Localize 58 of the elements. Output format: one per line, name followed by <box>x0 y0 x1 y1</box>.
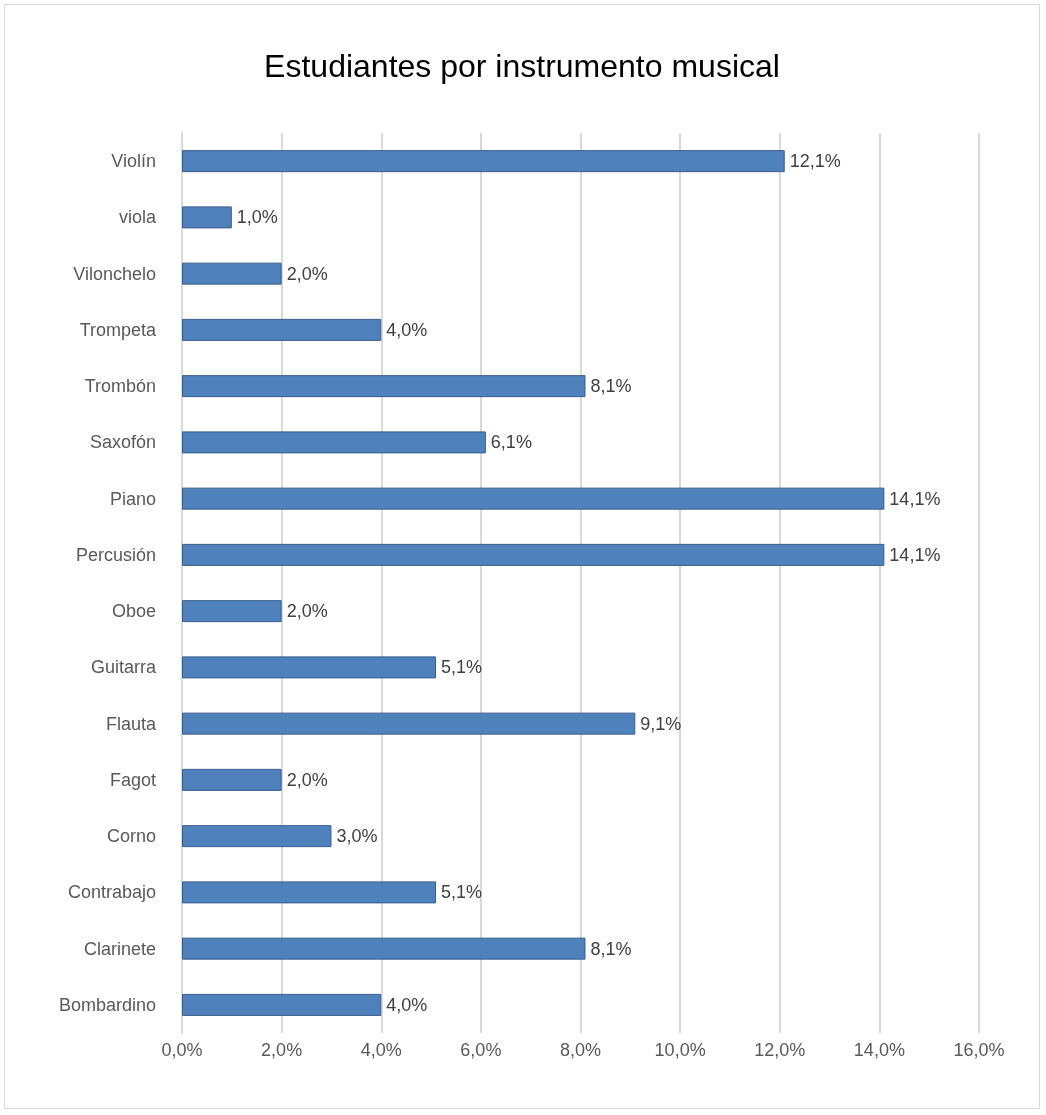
bar <box>182 825 332 848</box>
bar <box>182 993 382 1016</box>
y-tick-label: Oboe <box>111 601 156 622</box>
bar <box>182 150 785 173</box>
x-tick-label: 12,0% <box>754 1040 806 1060</box>
x-tick-label: 16,0% <box>953 1040 1005 1060</box>
x-tick-label: 6,0% <box>460 1040 502 1060</box>
data-label: 6,1% <box>490 432 532 453</box>
y-tick-label: Flauta <box>105 713 157 734</box>
y-tick-label: Contrabajo <box>67 882 156 903</box>
data-label: 1,0% <box>236 207 278 228</box>
y-tick-label: Guitarra <box>90 657 157 678</box>
bar <box>182 487 885 510</box>
x-tick-label: 2,0% <box>261 1040 303 1060</box>
x-tick-label: 14,0% <box>853 1040 905 1060</box>
bar <box>182 206 232 229</box>
y-tick-label: viola <box>118 207 157 228</box>
bar <box>182 431 486 454</box>
data-label: 4,0% <box>386 994 428 1015</box>
data-label: 5,1% <box>441 657 483 678</box>
y-tick-label: Trombón <box>84 376 156 397</box>
bar <box>182 881 437 904</box>
y-tick-label: Clarinete <box>83 938 156 959</box>
bar <box>182 318 382 341</box>
data-label: 4,0% <box>386 319 428 340</box>
bar <box>182 656 437 679</box>
data-label: 8,1% <box>590 938 632 959</box>
data-label: 5,1% <box>441 882 483 903</box>
y-tick-label: Vilonchelo <box>73 263 156 284</box>
x-tick-label: 8,0% <box>559 1040 602 1060</box>
data-label: 14,1% <box>889 488 941 509</box>
data-label: 2,0% <box>286 769 328 790</box>
x-tick-label: 10,0% <box>654 1040 706 1060</box>
data-label: 3,0% <box>336 826 378 847</box>
bar <box>182 600 282 623</box>
bar <box>182 937 586 960</box>
data-label: 12,1% <box>789 151 841 172</box>
bar <box>182 262 282 285</box>
chart-title: Estudiantes por instrumento musical <box>264 48 780 84</box>
y-tick-label: Saxofón <box>89 432 156 453</box>
data-label: 2,0% <box>286 263 328 284</box>
x-tick-label: 4,0% <box>360 1040 402 1060</box>
bar <box>182 712 636 735</box>
data-label: 14,1% <box>889 544 941 565</box>
data-label: 8,1% <box>590 376 632 397</box>
y-tick-label: Violín <box>111 151 156 172</box>
y-tick-label: Trompeta <box>79 319 157 340</box>
data-label: 2,0% <box>286 601 328 622</box>
y-tick-label: Piano <box>109 488 156 509</box>
bar <box>182 768 282 791</box>
y-tick-label: Fagot <box>109 769 156 790</box>
bar <box>182 543 885 566</box>
data-label: 9,1% <box>640 713 682 734</box>
bar <box>182 375 586 398</box>
y-tick-label: Bombardino <box>58 994 156 1015</box>
y-tick-label: Corno <box>106 826 156 847</box>
y-tick-label: Percusión <box>75 544 156 565</box>
x-tick-label: 0,0% <box>161 1040 203 1060</box>
